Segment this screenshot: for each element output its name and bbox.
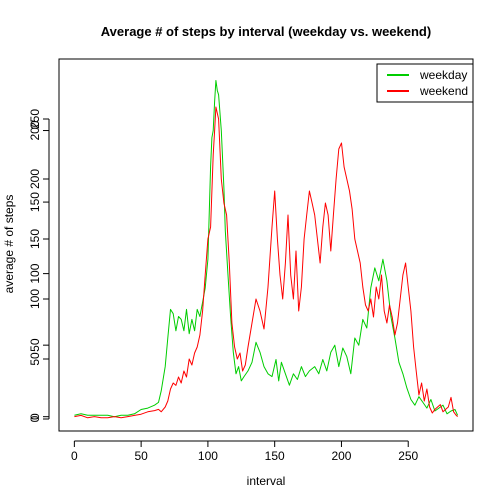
plot-area-border [58,58,474,432]
y-axis-left-tick-label: 150 [28,192,42,212]
y-axis-left-tick-label: 100 [28,263,42,283]
y-axis-right-tick-label: 250 [28,109,42,129]
chart-title: Average # of steps by interval (weekday … [101,24,431,39]
y-axis-label: average # of steps [2,195,16,294]
series-line-weekday [74,80,459,418]
legend-label-weekday: weekday [419,68,467,82]
legend: weekday weekend [376,63,474,103]
x-tick-label: 50 [134,449,148,463]
x-tick-label: 150 [265,449,285,463]
x-tick-label: 200 [331,449,351,463]
y-axis-left-tick-label: 0 [28,413,42,420]
legend-box [376,63,474,103]
x-tick-label: 250 [398,449,418,463]
series-layer [74,80,459,419]
y-axis-left-tick-label: 200 [28,120,42,140]
y-axis-left-tick-label: 50 [28,338,42,352]
y-axis-right-tick-label: 200 [28,169,42,189]
series-line-weekend [74,106,458,419]
y-axis-right-tick-label: 100 [28,289,42,309]
y-axis-right-tick-label: 50 [28,352,42,366]
axes: 0 50 100 150 200 2500501001502000501001502002… [28,109,419,463]
y-axis-right-tick-label: 0 [28,415,42,422]
x-tick-label: 100 [198,449,218,463]
y-axis-right-tick-label: 150 [28,229,42,249]
x-axis-label: interval [247,474,286,488]
legend-label-weekend: weekend [419,84,468,98]
x-tick-label: 0 [71,449,78,463]
